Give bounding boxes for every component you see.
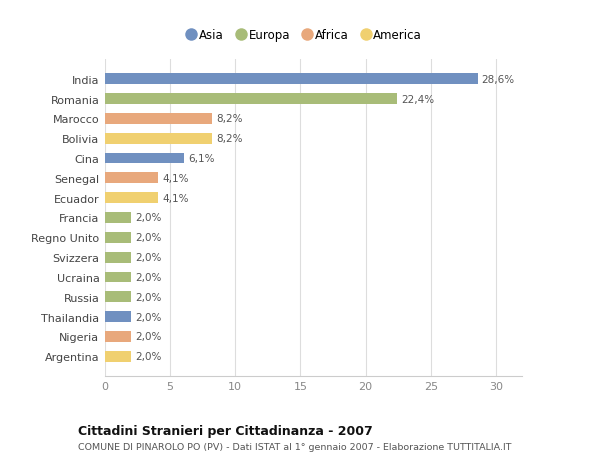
Bar	[105, 292, 131, 302]
Text: 2,0%: 2,0%	[135, 332, 161, 342]
Bar	[105, 134, 212, 144]
Text: 8,2%: 8,2%	[216, 134, 242, 144]
Text: 2,0%: 2,0%	[135, 292, 161, 302]
Bar	[105, 252, 131, 263]
Bar	[105, 272, 131, 283]
Text: 4,1%: 4,1%	[163, 174, 189, 184]
Text: 2,0%: 2,0%	[135, 352, 161, 362]
Bar	[105, 74, 478, 85]
Text: 2,0%: 2,0%	[135, 272, 161, 282]
Text: 2,0%: 2,0%	[135, 252, 161, 263]
Bar	[105, 351, 131, 362]
Text: 2,0%: 2,0%	[135, 233, 161, 243]
Text: 8,2%: 8,2%	[216, 114, 242, 124]
Bar	[105, 153, 184, 164]
Bar	[105, 193, 158, 204]
Text: 6,1%: 6,1%	[188, 154, 215, 164]
Bar	[105, 232, 131, 243]
Text: Cittadini Stranieri per Cittadinanza - 2007: Cittadini Stranieri per Cittadinanza - 2…	[78, 424, 373, 437]
Bar	[105, 213, 131, 224]
Text: COMUNE DI PINAROLO PO (PV) - Dati ISTAT al 1° gennaio 2007 - Elaborazione TUTTIT: COMUNE DI PINAROLO PO (PV) - Dati ISTAT …	[78, 442, 511, 451]
Text: 2,0%: 2,0%	[135, 213, 161, 223]
Bar	[105, 173, 158, 184]
Text: 28,6%: 28,6%	[482, 74, 515, 84]
Bar	[105, 331, 131, 342]
Legend: Asia, Europa, Africa, America: Asia, Europa, Africa, America	[184, 24, 427, 47]
Text: 4,1%: 4,1%	[163, 193, 189, 203]
Bar	[105, 94, 397, 105]
Text: 22,4%: 22,4%	[401, 94, 434, 104]
Bar	[105, 114, 212, 124]
Bar	[105, 312, 131, 322]
Text: 2,0%: 2,0%	[135, 312, 161, 322]
